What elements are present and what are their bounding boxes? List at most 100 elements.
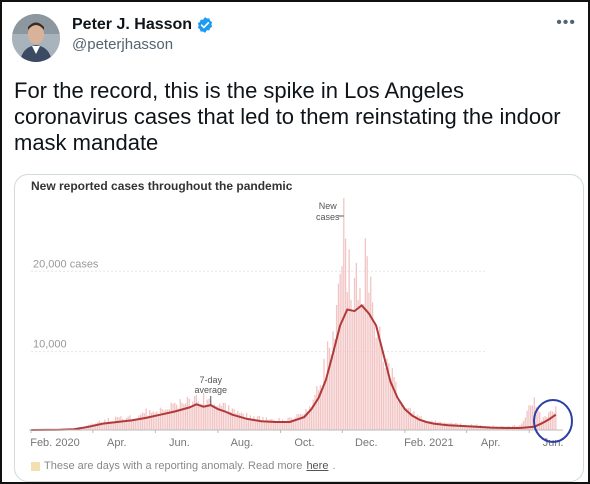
daily-case-bar	[386, 358, 388, 430]
daily-case-bar	[389, 379, 392, 430]
daily-case-bar	[346, 292, 349, 430]
avatar[interactable]	[12, 14, 60, 62]
daily-case-bar	[443, 422, 446, 430]
daily-case-bar	[149, 410, 151, 430]
daily-case-bar	[397, 400, 399, 430]
daily-case-bar	[458, 425, 460, 430]
daily-case-bar	[228, 405, 230, 430]
daily-case-bar	[326, 341, 329, 430]
daily-case-bar	[407, 408, 410, 430]
average-label: average	[194, 385, 227, 395]
daily-case-bar	[215, 406, 217, 430]
daily-case-bar	[429, 421, 431, 430]
daily-case-bar	[522, 420, 525, 430]
daily-case-bar	[436, 422, 438, 430]
daily-case-bar	[388, 363, 390, 430]
daily-case-bar	[282, 419, 284, 430]
daily-case-bar	[335, 304, 338, 430]
daily-case-bar	[172, 403, 174, 430]
daily-case-bar	[323, 358, 325, 430]
daily-case-bar	[283, 422, 286, 430]
daily-case-bar	[125, 418, 127, 430]
chart-title: New reported cases throughout the pandem…	[31, 179, 293, 193]
daily-case-bar	[271, 418, 273, 430]
new-cases-label: New	[319, 201, 338, 211]
daily-case-bar	[213, 404, 216, 430]
daily-case-bar	[404, 408, 406, 430]
daily-case-bar	[201, 404, 203, 430]
daily-case-bar	[377, 334, 379, 430]
daily-case-bar	[314, 394, 316, 430]
author-name[interactable]: Peter J. Hasson	[72, 16, 193, 33]
daily-case-bar	[431, 420, 433, 430]
daily-case-bar	[317, 390, 320, 430]
daily-case-bar	[303, 413, 305, 430]
more-options-icon[interactable]: •••	[556, 14, 576, 31]
daily-case-bar	[540, 420, 543, 430]
daily-case-bar	[310, 407, 313, 430]
daily-case-bar	[477, 425, 480, 430]
daily-case-bar	[549, 410, 552, 430]
daily-case-bar	[350, 299, 352, 430]
daily-case-bar	[96, 422, 99, 430]
daily-case-bar	[262, 417, 264, 430]
daily-case-bar	[312, 399, 314, 430]
daily-case-bar	[425, 422, 428, 430]
daily-case-bar	[269, 419, 271, 430]
daily-case-bar	[299, 413, 302, 430]
daily-case-bar	[131, 419, 133, 430]
daily-case-bar	[285, 420, 287, 430]
daily-case-bar	[544, 416, 546, 430]
daily-case-bar	[348, 249, 350, 430]
daily-case-bar	[229, 412, 232, 430]
x-tick-label: Oct.	[294, 437, 314, 449]
daily-case-bar	[393, 377, 395, 430]
daily-case-bar	[434, 420, 437, 430]
daily-case-bar	[156, 411, 158, 430]
average-line	[30, 304, 557, 431]
daily-case-bar	[555, 406, 557, 430]
daily-case-bar	[186, 396, 189, 430]
daily-case-bar	[166, 409, 169, 430]
daily-case-bar	[463, 424, 465, 430]
daily-case-bar	[531, 405, 534, 430]
author-handle[interactable]: @peterjhasson	[72, 36, 174, 53]
daily-case-bar	[238, 413, 241, 430]
chart-card[interactable]: New reported cases throughout the pandem…	[14, 174, 584, 482]
read-more-link[interactable]: here	[306, 460, 329, 472]
daily-case-bar	[481, 426, 483, 430]
daily-case-bar	[343, 197, 345, 430]
daily-case-bar	[226, 412, 228, 430]
daily-case-bar	[190, 407, 192, 430]
daily-case-bar	[291, 418, 293, 430]
daily-case-bar	[220, 405, 223, 430]
daily-case-bar	[235, 413, 237, 430]
daily-case-bar	[357, 300, 359, 430]
daily-case-bar	[206, 399, 208, 430]
daily-case-bar	[402, 404, 404, 430]
daily-case-bar	[301, 414, 304, 430]
daily-case-bar	[159, 407, 162, 430]
daily-case-bar	[95, 423, 97, 430]
daily-case-bar	[371, 302, 374, 430]
daily-case-bar	[134, 419, 136, 430]
daily-case-bar	[165, 409, 167, 430]
daily-case-bar	[104, 419, 106, 430]
daily-case-bar	[398, 399, 401, 430]
daily-case-bar	[265, 417, 268, 430]
daily-case-bar	[123, 421, 126, 430]
avatar-image	[12, 14, 60, 62]
daily-case-bar	[546, 416, 548, 430]
daily-case-bar	[192, 401, 194, 430]
daily-case-bar	[289, 417, 291, 430]
daily-case-bar	[449, 422, 451, 430]
daily-case-bar	[129, 415, 131, 430]
daily-case-bar	[359, 287, 361, 430]
daily-case-bar	[355, 262, 358, 430]
daily-case-bar	[551, 411, 553, 430]
cases-chart: 10,000 20,000 cases Feb. 2020 Apr. Jun. Aug.…	[29, 197, 573, 449]
daily-case-bar	[105, 422, 108, 430]
daily-case-bar	[395, 381, 397, 430]
daily-case-bar	[251, 419, 253, 430]
daily-case-bar	[179, 399, 181, 430]
